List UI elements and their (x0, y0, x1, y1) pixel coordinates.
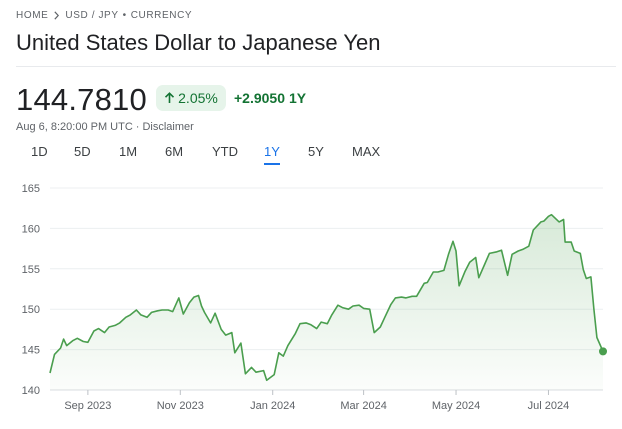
price-chart: 140 145 150 155 160 165 Sep 2023 Nov 2023 Jan 2… (22, 183, 607, 412)
absolute-change-value: +2.9050 (234, 90, 285, 106)
y-axis: 140 145 150 155 160 165 (22, 183, 40, 397)
range-tab-ytd[interactable]: YTD (212, 144, 238, 159)
range-tab-5y[interactable]: 5Y (308, 144, 324, 159)
price-area (50, 214, 603, 390)
y-tick-label: 155 (22, 264, 40, 276)
breadcrumb-pair-link[interactable]: USD / JPY (65, 10, 119, 21)
quote-timestamp: Aug 6, 8:20:00 PM UTC (16, 121, 133, 133)
disclaimer-link[interactable]: Disclaimer (142, 121, 194, 133)
absolute-change: +2.9050 1Y (234, 90, 306, 106)
page-title: United States Dollar to Japanese Yen (16, 30, 381, 55)
x-tick-label: Nov 2023 (157, 400, 204, 412)
range-tab-max[interactable]: MAX (352, 144, 381, 159)
range-tab-5d[interactable]: 5D (74, 144, 91, 159)
meta-separator: · (135, 121, 140, 133)
range-tab-1m[interactable]: 1M (119, 144, 138, 159)
breadcrumb-home-link[interactable]: HOME (16, 10, 49, 21)
current-price-marker (599, 347, 607, 356)
y-tick-label: 150 (22, 304, 40, 316)
breadcrumb-category: CURRENCY (130, 10, 193, 21)
arrow-up-icon (165, 92, 175, 103)
x-tick-label: Jul 2024 (528, 400, 570, 412)
range-tab-6m[interactable]: 6M (165, 144, 184, 159)
breadcrumb-dot: • (122, 10, 127, 21)
time-range-tabs: 1D 5D 1M 6M YTD 1Y 5Y MAX (0, 144, 420, 166)
x-tick-label: Sep 2023 (64, 400, 111, 412)
change-period: 1Y (289, 90, 307, 106)
price-line (49, 213, 604, 382)
percent-change-value: 2.05% (178, 90, 218, 106)
y-tick-label: 165 (22, 183, 40, 195)
x-tick-label: Mar 2024 (340, 400, 386, 412)
y-tick-label: 140 (22, 385, 40, 397)
range-tab-1y[interactable]: 1Y (264, 144, 280, 165)
quote-meta: Aug 6, 8:20:00 PM UTC · Disclaimer (16, 121, 194, 133)
range-tab-1d[interactable]: 1D (31, 144, 48, 159)
x-axis: Sep 2023 Nov 2023 Jan 2024 Mar 2024 May 2024… (64, 390, 569, 412)
x-tick-label: May 2024 (432, 400, 480, 412)
y-tick-label: 145 (22, 345, 40, 357)
title-divider (16, 66, 616, 67)
y-tick-label: 160 (22, 223, 40, 235)
percent-change-badge: 2.05% (156, 85, 226, 111)
current-price: 144.7810 (16, 82, 147, 117)
x-tick-label: Jan 2024 (250, 400, 295, 412)
breadcrumb: HOME USD / JPY • CURRENCY (16, 10, 192, 21)
chevron-right-icon (54, 11, 60, 20)
